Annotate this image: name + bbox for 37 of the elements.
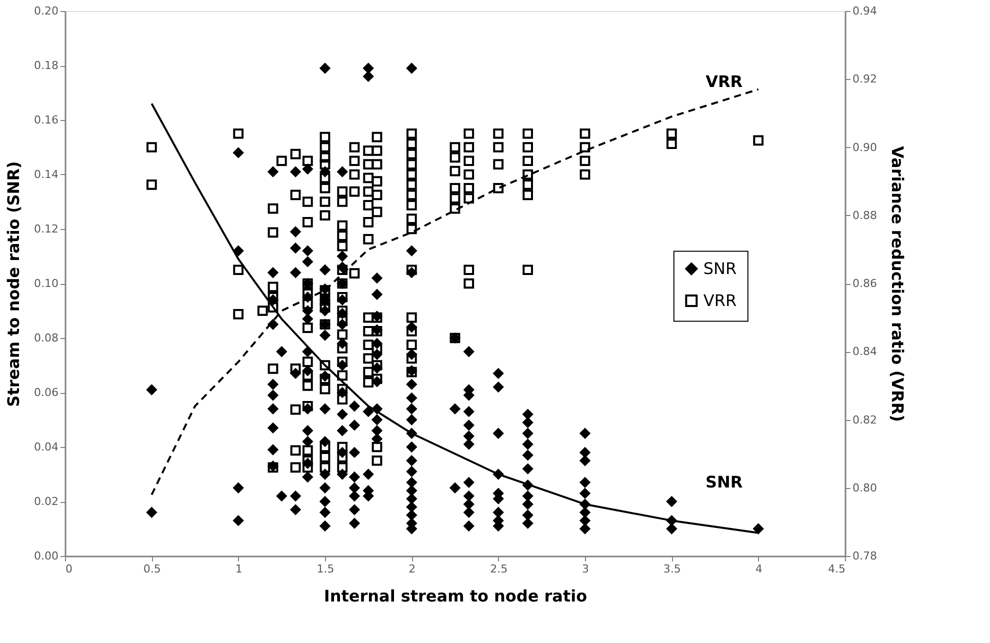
x-tick-label: 3.5 [663, 562, 681, 576]
y2-tick-label: 0.80 [852, 481, 877, 494]
y2-tick-label: 0.88 [852, 208, 877, 222]
legend-label: SNR [703, 258, 737, 278]
x-tick-label: 0.5 [143, 562, 161, 576]
y2-tick-label: 0.86 [852, 277, 877, 290]
x-axis-title: Internal stream to node ratio [324, 586, 588, 606]
x-tick-label: 0 [66, 562, 72, 576]
x-tick-label: 2.5 [490, 562, 508, 576]
x-tick-label: 4.5 [828, 562, 846, 576]
annotation: SNR [705, 472, 743, 492]
y2-tick-label: 0.92 [852, 72, 877, 86]
y2-axis-title: Variance reduction ratio (VRR) [888, 146, 907, 422]
x-tick-label: 4 [755, 562, 762, 576]
x-tick-label: 1 [235, 562, 242, 576]
y-tick-label: 0.18 [34, 59, 58, 72]
x-tick-label: 2 [408, 562, 416, 576]
y2-tick-label: 0.84 [852, 345, 877, 358]
y-tick-label: 0.16 [34, 114, 58, 126]
y-tick-label: 0.00 [34, 550, 58, 562]
y2-tick-label: 0.78 [852, 550, 877, 562]
y2-tick-label: 0.94 [852, 4, 877, 18]
y-tick-label: 0.14 [34, 168, 58, 181]
y-tick-label: 0.06 [34, 386, 58, 399]
y2-tick-label: 0.90 [852, 140, 877, 154]
y-tick-label: 0.12 [34, 222, 58, 236]
y2-tick-label: 0.82 [852, 413, 877, 426]
y-tick-label: 0.08 [34, 332, 58, 344]
x-tick-label: 3 [582, 562, 589, 576]
x-tick-label: 1.5 [316, 562, 334, 576]
legend-label: VRR [703, 290, 737, 310]
y-axis-title: Stream to node ratio (SNR) [4, 161, 24, 407]
y-tick-label: 0.20 [34, 4, 58, 18]
annotation: VRR [706, 72, 743, 91]
y-tick-label: 0.04 [34, 440, 58, 454]
y-tick-label: 0.10 [34, 277, 58, 290]
y-tick-label: 0.02 [34, 495, 58, 508]
